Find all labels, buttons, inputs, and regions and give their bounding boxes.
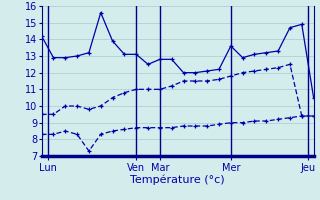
X-axis label: Température (°c): Température (°c) [130, 174, 225, 185]
